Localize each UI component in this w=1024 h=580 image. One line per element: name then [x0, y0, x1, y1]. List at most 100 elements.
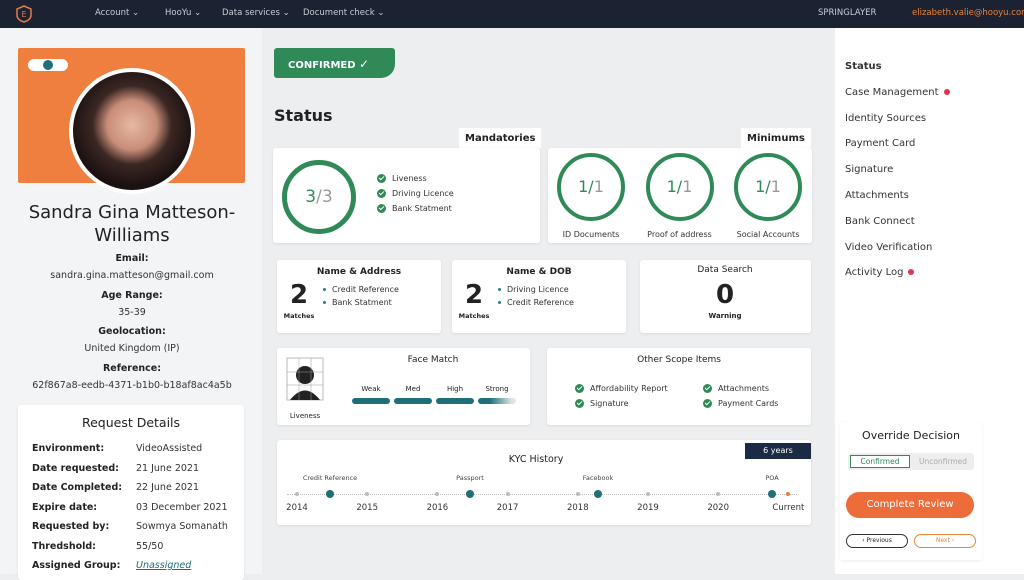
- sidebar-item[interactable]: Status: [845, 61, 882, 72]
- option-unconfirmed[interactable]: Unconfirmed: [918, 457, 968, 466]
- scope-item: Affordability Report: [575, 384, 668, 393]
- minimum-label: Social Accounts: [736, 230, 800, 239]
- timeline-tick: [435, 492, 440, 496]
- kyc-history-card: KYC History 6 years 2014 2015 2016 2017 2018…: [277, 440, 811, 525]
- sidebar-item[interactable]: Video Verification: [845, 241, 933, 253]
- face-icon: [286, 357, 324, 401]
- sidebar-item[interactable]: Activity Log: [845, 267, 915, 278]
- sidebar-item[interactable]: Payment Card: [845, 138, 916, 150]
- previous-button[interactable]: ‹ Previous: [846, 534, 908, 548]
- year-label: 2018: [566, 503, 589, 513]
- level-label: Weak: [361, 385, 381, 393]
- mandatory-item: Bank Statment: [377, 204, 452, 213]
- kyc-range[interactable]: 6 years: [745, 443, 811, 459]
- level-label: Med: [405, 385, 421, 393]
- match-item: Credit Reference: [498, 298, 574, 307]
- minimum-score: 1/1: [557, 153, 625, 221]
- face-match-card: Liveness Face Match Weak Med High Strong: [277, 348, 530, 425]
- year-label: 2014: [286, 503, 308, 513]
- request-details: Request Details Environment: VideoAssiste…: [18, 405, 244, 580]
- data-search-card: Data Search 0 Warning: [640, 260, 811, 333]
- timeline-tick: [716, 492, 721, 496]
- data-search-count: 0: [715, 280, 735, 310]
- event-marker[interactable]: [768, 490, 776, 498]
- detail-label: Expire date:: [32, 501, 98, 513]
- other-scope-card: Other Scope Items Affordability Report Si…: [547, 348, 811, 425]
- sidebar-item[interactable]: Bank Connect: [845, 215, 915, 227]
- current-marker: [786, 492, 790, 496]
- face-caption: Liveness: [289, 412, 321, 420]
- detail-label: Date requested:: [32, 462, 119, 474]
- override-panel: Override Decision Confirmed Unconfirmed …: [840, 422, 982, 560]
- year-label: 2015: [356, 503, 379, 513]
- match-card: Name & Address 2 Matches Credit Reference Ba…: [277, 260, 441, 333]
- field-value: 62f867a8-eedb-4371-b1b0-b18af8ac4a5b: [32, 379, 232, 391]
- timeline-tick: [646, 492, 650, 496]
- detail-value: 03 December 2021: [136, 501, 228, 513]
- field-label: Reference:: [102, 362, 162, 374]
- event-marker[interactable]: [466, 490, 474, 498]
- sidebar-item[interactable]: Signature: [845, 164, 894, 176]
- status-badge: CONFIRMED ✓: [274, 48, 395, 78]
- user-menu[interactable]: elizabeth.valie@hooyu.com: [912, 8, 1024, 18]
- data-search-caption: Warning: [708, 312, 742, 320]
- mandatory-item: Driving Licence: [377, 189, 454, 198]
- svg-text:E: E: [21, 10, 26, 19]
- scope-item: Payment Cards: [703, 399, 778, 408]
- year-label: 2020: [707, 503, 730, 513]
- nav-menu-item[interactable]: HooYu ⌄: [165, 8, 202, 18]
- match-title: Name & Address: [316, 267, 402, 277]
- minimums-card: 1/1 ID Documents 1/1 Proof of address 1/1 Soc…: [548, 148, 812, 243]
- profile-panel: Sandra Gina Matteson-Williams Email: sand…: [0, 28, 262, 580]
- year-label: 2016: [426, 503, 449, 513]
- override-title: Override Decision: [862, 429, 960, 442]
- timeline-tick: [365, 492, 370, 496]
- field-value: United Kingdom (IP): [84, 343, 180, 354]
- field-value: 35-39: [118, 306, 146, 318]
- sidebar-item[interactable]: Case Management: [845, 87, 950, 98]
- timeline-tick: [295, 492, 299, 496]
- level-label: Strong: [485, 385, 509, 393]
- mandatories-card: 3/3 Liveness Driving Licence Bank Statment: [273, 148, 540, 243]
- face-title: Face Match: [407, 355, 459, 365]
- nav-menu-item[interactable]: Account ⌄: [95, 8, 140, 18]
- level-bar: [352, 398, 390, 404]
- detail-label: Thredshold:: [32, 540, 96, 552]
- nav-menu-item[interactable]: Data services ⌄: [222, 8, 290, 18]
- sidebar-item[interactable]: Identity Sources: [845, 112, 927, 124]
- sidebar-item[interactable]: Attachments: [845, 190, 909, 201]
- lock-toggle[interactable]: [28, 59, 68, 71]
- scope-item: Attachments: [703, 384, 769, 393]
- mandatory-item: Liveness: [377, 174, 427, 183]
- timeline: [287, 494, 797, 495]
- detail-label: Environment:: [32, 443, 105, 454]
- match-count: 2: [464, 280, 484, 310]
- year-label: 2017: [496, 503, 519, 513]
- mandatories-score: 3/3: [282, 160, 356, 234]
- match-caption: Matches: [283, 312, 315, 320]
- kyc-title: KYC History: [508, 454, 564, 465]
- event-marker[interactable]: [326, 490, 334, 498]
- detail-value[interactable]: Unassigned: [136, 560, 192, 571]
- field-label: Geolocation:: [98, 326, 166, 337]
- event-marker[interactable]: [594, 490, 602, 498]
- level-bar: [394, 398, 432, 404]
- timeline-tick: [575, 492, 580, 496]
- timeline-tick: [505, 492, 510, 496]
- override-toggle: Confirmed Unconfirmed: [848, 453, 974, 470]
- event-label: Facebook: [582, 474, 614, 482]
- detail-value: VideoAssisted: [136, 443, 203, 454]
- field-value: sandra.gina.matteson@gmail.com: [50, 270, 214, 281]
- option-confirmed[interactable]: Confirmed: [850, 455, 910, 468]
- mandatories-title: Mandatories: [459, 128, 542, 148]
- nav-menu-item[interactable]: Document check ⌄: [303, 8, 385, 18]
- minimum-label: Proof of address: [647, 230, 712, 239]
- next-button[interactable]: Next ›: [914, 534, 976, 548]
- request-title: Request Details: [81, 415, 181, 430]
- match-item: Bank Statment: [323, 298, 392, 307]
- profile-name: Sandra Gina Matteson-Williams: [28, 202, 236, 246]
- complete-review-button[interactable]: Complete Review: [846, 492, 974, 518]
- org-menu[interactable]: SPRINGLAYER: [818, 8, 877, 18]
- event-label: POA: [765, 474, 779, 482]
- minimums-title: Minimums: [741, 128, 811, 148]
